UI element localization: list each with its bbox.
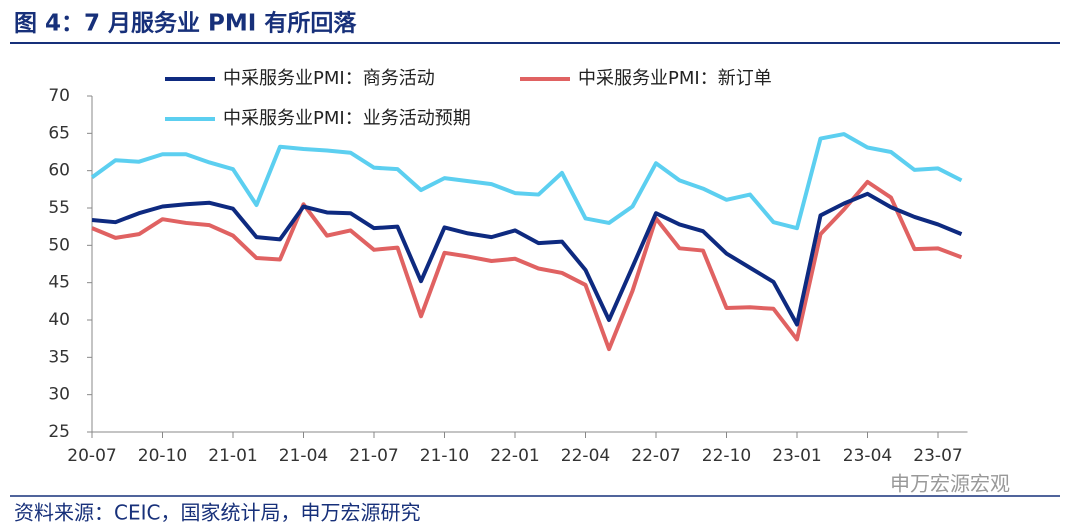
y-tick-label: 40	[48, 310, 70, 330]
series-line	[91, 191, 963, 327]
y-tick-label: 25	[48, 422, 70, 442]
x-tick-label: 21-01	[208, 446, 257, 466]
y-tick-label: 45	[48, 273, 70, 293]
x-tick-label: 21-07	[349, 446, 398, 466]
chart-title: 图 4：7 月服务业 PMI 有所回落	[14, 10, 357, 37]
y-tick-label: 70	[48, 86, 70, 106]
x-tick-label: 22-07	[631, 446, 680, 466]
source: 资料来源：CEIC，国家统计局，申万宏源研究	[14, 501, 420, 525]
x-tick-label: 22-01	[490, 446, 539, 466]
x-tick-label: 23-07	[913, 446, 962, 466]
y-tick-label: 65	[48, 123, 70, 143]
x-tick-label: 23-01	[772, 446, 821, 466]
x-tick-label: 22-04	[561, 446, 610, 466]
x-tick-label: 20-07	[67, 446, 116, 466]
y-tick-label: 50	[48, 235, 70, 255]
x-tick-label: 22-10	[702, 446, 751, 466]
y-tick-label: 60	[48, 161, 70, 181]
x-tick-label: 21-10	[420, 446, 469, 466]
legend-label: 中采服务业PMI：新订单	[578, 68, 772, 89]
watermark: 申万宏源宏观	[890, 472, 1010, 496]
y-tick-label: 30	[48, 385, 70, 405]
x-tick-label: 20-10	[138, 446, 187, 466]
legend-label: 中采服务业PMI：业务活动预期	[223, 108, 471, 129]
series-line	[91, 179, 963, 352]
x-tick-label: 21-04	[279, 446, 328, 466]
x-tick-label: 23-04	[843, 446, 892, 466]
y-tick-label: 35	[48, 347, 70, 367]
legend-label: 中采服务业PMI：商务活动	[223, 68, 435, 89]
y-tick-label: 55	[48, 198, 70, 218]
series-line	[90, 132, 963, 231]
